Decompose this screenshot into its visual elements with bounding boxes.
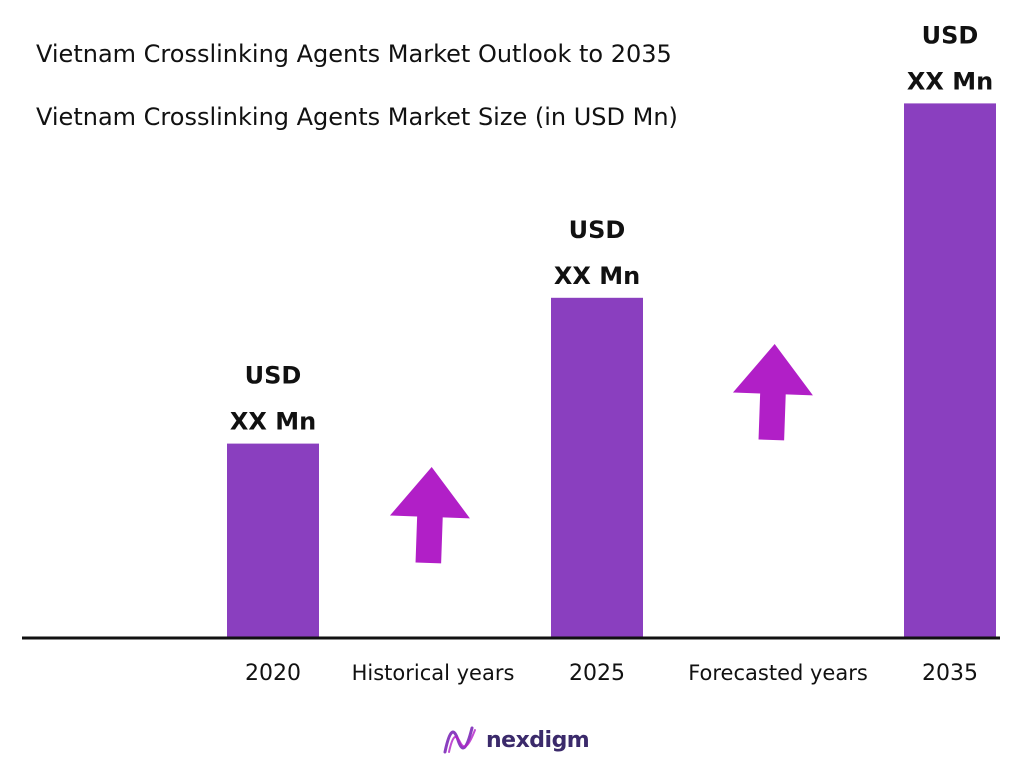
chart-subtitle: Vietnam Crosslinking Agents Market Size … bbox=[36, 103, 678, 131]
brand-logo: nexdigm bbox=[442, 724, 590, 756]
data-label-2035-line-2: XX Mn bbox=[907, 67, 993, 95]
bar-2035 bbox=[904, 103, 996, 638]
data-label-2020-line-1: USD bbox=[245, 362, 302, 390]
x-tick-label-2020: 2020 bbox=[245, 661, 301, 686]
period-label-1: Historical years bbox=[352, 661, 515, 685]
x-tick-label-2025: 2025 bbox=[569, 661, 625, 686]
growth-arrow-1 bbox=[389, 467, 470, 564]
nexdigm-wave-icon bbox=[443, 726, 476, 754]
data-label-2035-line-1: USD bbox=[922, 21, 979, 49]
data-label-2020-line-2: XX Mn bbox=[230, 408, 316, 436]
brand-name: nexdigm bbox=[486, 727, 590, 753]
period-label-2: Forecasted years bbox=[688, 661, 868, 685]
growth-arrow-2 bbox=[732, 344, 813, 441]
x-tick-label-2035: 2035 bbox=[922, 661, 978, 686]
bar-2025 bbox=[551, 297, 643, 638]
data-label-2025-line-2: XX Mn bbox=[554, 262, 640, 290]
data-label-2025-line-1: USD bbox=[569, 216, 626, 244]
chart-title: Vietnam Crosslinking Agents Market Outlo… bbox=[36, 40, 672, 68]
bar-2020 bbox=[227, 443, 319, 638]
